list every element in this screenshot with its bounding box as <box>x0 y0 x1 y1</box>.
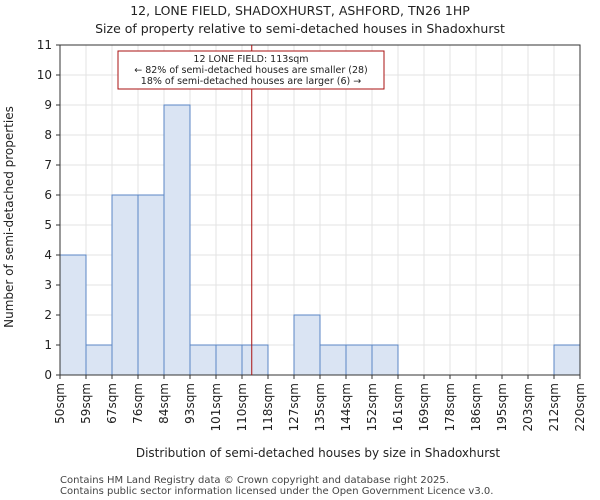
x-tick-label: 76sqm <box>131 383 145 424</box>
y-tick-label: 5 <box>44 218 52 232</box>
bar <box>85 344 113 376</box>
x-tick-label: 195sqm <box>495 383 509 431</box>
x-tick-label: 118sqm <box>261 383 275 431</box>
x-axis-ticks: 50sqm 59sqm 67sqm 76sqm 84sqm 93sqm 101sqm 110s… <box>53 375 587 431</box>
bar <box>553 344 581 376</box>
y-tick-label: 4 <box>44 248 52 262</box>
x-axis-label: Distribution of semi-detached houses by … <box>136 446 501 460</box>
bar <box>111 194 139 376</box>
plot-frame <box>59 44 581 376</box>
bar <box>59 254 87 376</box>
x-tick-label: 212sqm <box>547 383 561 431</box>
bar <box>371 344 399 376</box>
annotation-line-2: ← 82% of semi-detached houses are smalle… <box>134 65 368 76</box>
y-tick-label: 11 <box>37 38 52 52</box>
y-axis-label: Number of semi-detached properties <box>2 106 16 328</box>
x-tick-label: 135sqm <box>313 383 327 431</box>
y-tick-label: 8 <box>44 128 52 142</box>
x-tick-label: 50sqm <box>53 383 67 424</box>
y-tick-label: 0 <box>44 368 52 382</box>
bar <box>215 344 243 376</box>
x-tick-label: 161sqm <box>391 383 405 431</box>
x-tick-label: 59sqm <box>79 383 93 424</box>
x-tick-label: 144sqm <box>339 383 353 431</box>
footer-licence: Contains public sector information licen… <box>60 486 493 497</box>
annotation-box: 12 LONE FIELD: 113sqm ← 82% of semi-deta… <box>117 50 385 90</box>
y-tick-label: 3 <box>44 278 52 292</box>
x-tick-label: 110sqm <box>235 383 249 431</box>
y-tick-label: 7 <box>44 158 52 172</box>
annotation-line-1: 12 LONE FIELD: 113sqm <box>193 54 308 65</box>
y-axis-ticks: 0 1 2 3 4 5 6 7 8 9 10 11 <box>37 38 60 382</box>
annotation-border <box>117 50 385 90</box>
annotation-line-3: 18% of semi-detached houses are larger (… <box>141 76 361 87</box>
y-tick-label: 9 <box>44 98 52 112</box>
bar <box>137 194 165 376</box>
x-tick-label: 220sqm <box>573 383 587 431</box>
x-tick-label: 169sqm <box>417 383 431 431</box>
footer-copyright: Contains HM Land Registry data © Crown c… <box>60 475 449 486</box>
chart-title: 12, LONE FIELD, SHADOXHURST, ASHFORD, TN… <box>130 3 470 18</box>
x-tick-label: 101sqm <box>209 383 223 431</box>
x-tick-label: 178sqm <box>443 383 457 431</box>
y-tick-label: 10 <box>37 68 52 82</box>
chart-subtitle: Size of property relative to semi-detach… <box>95 21 505 36</box>
y-tick-label: 6 <box>44 188 52 202</box>
y-tick-label: 2 <box>44 308 52 322</box>
bar <box>293 314 321 376</box>
x-tick-label: 127sqm <box>287 383 301 431</box>
bar <box>241 344 269 376</box>
bar <box>345 344 373 376</box>
bars-group <box>59 104 581 376</box>
x-tick-label: 186sqm <box>469 383 483 431</box>
bar <box>319 344 347 376</box>
x-tick-label: 84sqm <box>157 383 171 424</box>
bar <box>189 344 217 376</box>
y-tick-label: 1 <box>44 338 52 352</box>
bar <box>163 104 191 376</box>
x-tick-label: 93sqm <box>183 383 197 424</box>
x-tick-label: 152sqm <box>365 383 379 431</box>
x-tick-label: 67sqm <box>105 383 119 424</box>
x-tick-label: 203sqm <box>521 383 535 431</box>
